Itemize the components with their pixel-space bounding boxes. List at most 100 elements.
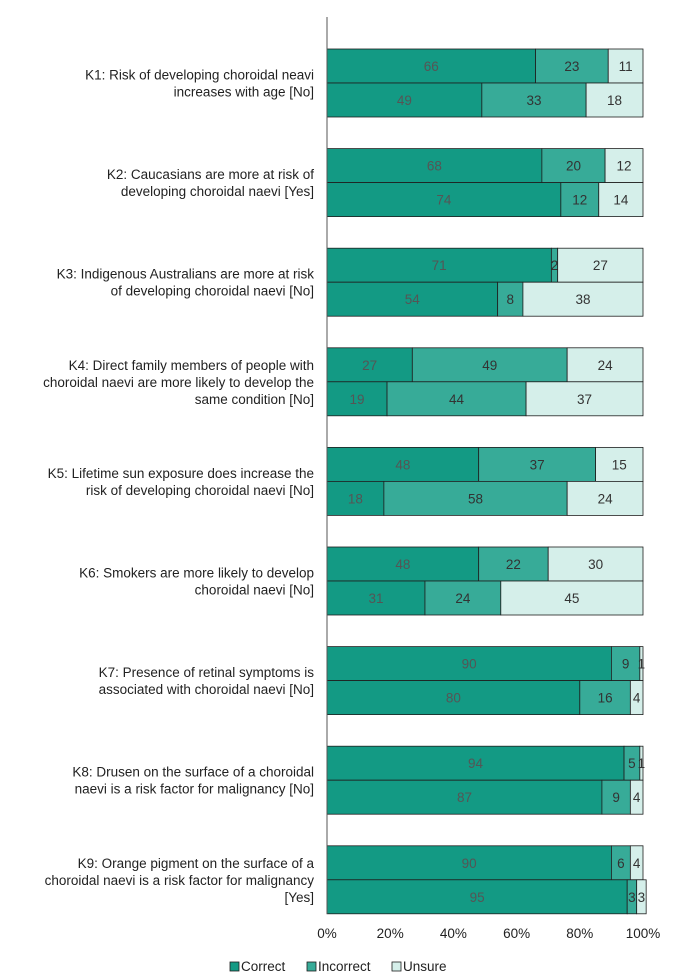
category-label-line: K6: Smokers are more likely to develop [79, 566, 314, 581]
data-label-unsure: 11 [619, 59, 633, 74]
data-label-unsure: 27 [593, 258, 608, 273]
data-label-incorrect: 16 [598, 691, 613, 706]
data-label-unsure: 1 [638, 756, 646, 771]
bar-segment-correct [326, 347, 413, 383]
bar-segment-correct [326, 879, 628, 915]
data-label-correct: 49 [397, 93, 412, 108]
legend-swatch-correct [229, 961, 240, 972]
data-label-correct: 48 [395, 557, 410, 572]
data-label-incorrect: 5 [628, 756, 636, 771]
data-label-unsure: 37 [577, 392, 592, 407]
data-label-incorrect: 44 [449, 392, 465, 407]
bar-segment-correct [326, 48, 536, 84]
bar-segment-incorrect [535, 48, 609, 84]
legend-swatch-incorrect [306, 961, 317, 972]
category-label-line: developing choroidal naevi [Yes] [121, 184, 314, 199]
bar-segment-incorrect [601, 779, 631, 815]
bar-segment-incorrect [478, 546, 549, 582]
bar-segment-correct [326, 745, 625, 781]
bar-segment-correct [326, 82, 483, 118]
data-label-correct: 54 [405, 292, 421, 307]
data-label-unsure: 1 [638, 657, 646, 672]
data-label-correct: 66 [424, 59, 439, 74]
bar-segment-unsure [525, 381, 644, 417]
category-label-line: choroidal naevi [No] [195, 583, 314, 598]
category-label-line: K3: Indigenous Australians are more at r… [57, 267, 315, 282]
data-label-correct: 94 [468, 756, 484, 771]
bar-segment-unsure [522, 281, 644, 317]
bar-segment-unsure [598, 182, 644, 218]
bar-segment-unsure [557, 247, 644, 283]
category-label-line: of developing choroidal naevi [No] [111, 284, 314, 299]
bar-segment-correct [326, 247, 552, 283]
category-label-line: choroidal naevi are more likely to devel… [43, 375, 314, 390]
data-label-correct: 31 [368, 591, 383, 606]
bar-segment-unsure [636, 879, 647, 915]
data-label-correct: 95 [470, 890, 485, 905]
data-label-unsure: 12 [617, 159, 632, 174]
bar-segment-incorrect [424, 580, 502, 616]
category-label-line: risk of developing choroidal naevi [No] [86, 483, 314, 498]
bar-segment-incorrect [611, 646, 641, 681]
bar-segment-correct [326, 281, 499, 317]
bar-segment-incorrect [541, 148, 606, 184]
data-label-unsure: 4 [633, 790, 641, 805]
category-label-line: K4: Direct family members of people with [69, 358, 314, 373]
bar-segment-correct [326, 480, 385, 516]
data-label-incorrect: 20 [566, 159, 581, 174]
data-label-incorrect: 2 [551, 258, 559, 273]
data-label-correct: 87 [457, 790, 472, 805]
bar-segment-unsure [595, 446, 644, 482]
data-label-correct: 80 [446, 691, 461, 706]
data-label-unsure: 4 [633, 856, 641, 871]
legend-label-correct: Correct [241, 959, 286, 974]
data-label-unsure: 18 [607, 93, 622, 108]
data-label-incorrect: 49 [482, 358, 497, 373]
category-label-line: associated with choroidal naevi [No] [99, 682, 314, 697]
data-label-unsure: 38 [575, 292, 590, 307]
legend-label-unsure: Unsure [403, 959, 447, 974]
legend: Correct Incorrect Unsure [229, 959, 447, 974]
data-label-correct: 48 [395, 457, 410, 472]
data-label-incorrect: 24 [455, 591, 471, 606]
axes-layer: 0% 20% 40% 60% 80% 100% [317, 17, 660, 941]
category-label-line: K1: Risk of developing choroidal neavi [85, 68, 314, 83]
bar-segment-unsure [585, 82, 644, 118]
bar-segment-unsure [547, 546, 644, 582]
bar-segment-incorrect [386, 381, 527, 417]
data-label-correct: 90 [462, 657, 477, 672]
bar-segment-incorrect [579, 680, 631, 715]
category-labels: K1: Risk of developing choroidal neavi in… [43, 68, 314, 905]
data-label-correct: 27 [362, 358, 377, 373]
data-label-unsure: 30 [588, 557, 603, 572]
bar-segment-unsure [566, 347, 644, 383]
x-tick-label: 80% [566, 926, 593, 941]
data-label-correct: 18 [348, 491, 363, 506]
category-label-line: naevi is a risk factor for malignancy [N… [75, 782, 314, 797]
data-label-incorrect: 9 [622, 657, 630, 672]
bar-segment-unsure [500, 580, 644, 616]
x-tick-label: 0% [317, 926, 337, 941]
data-label-incorrect: 12 [572, 193, 587, 208]
bar-segment-incorrect [481, 82, 587, 118]
data-label-unsure: 14 [613, 193, 629, 208]
data-label-unsure: 24 [598, 491, 614, 506]
bar-segment-correct [326, 182, 562, 218]
data-label-unsure: 24 [598, 358, 614, 373]
category-label-line: K5: Lifetime sun exposure does increase … [48, 466, 314, 481]
data-label-incorrect: 58 [468, 491, 483, 506]
legend-swatch-unsure [391, 961, 402, 972]
bar-segment-unsure [629, 680, 644, 715]
bar-segment-incorrect [478, 446, 596, 482]
x-tick-label: 40% [440, 926, 467, 941]
data-label-incorrect: 33 [526, 93, 541, 108]
data-label-correct: 71 [432, 258, 447, 273]
data-label-incorrect: 6 [617, 856, 625, 871]
data-label-incorrect: 9 [612, 790, 620, 805]
legend-label-incorrect: Incorrect [318, 959, 371, 974]
x-tick-label: 20% [377, 926, 404, 941]
bar-segment-unsure [629, 779, 644, 815]
data-label-unsure: 3 [638, 890, 646, 905]
